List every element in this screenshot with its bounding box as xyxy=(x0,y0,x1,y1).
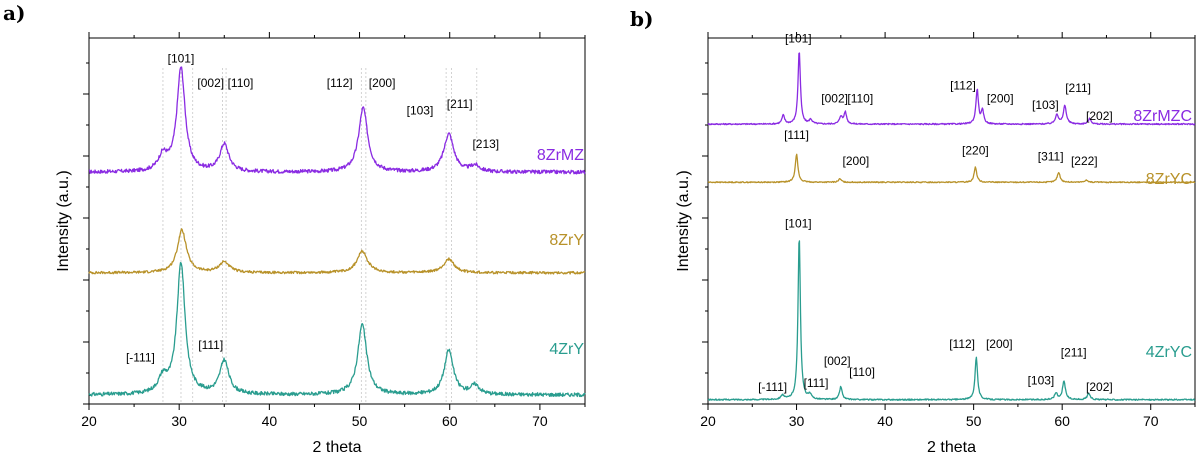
panel-b-chart: b) 20 30 40 50 60 70 2 theta Intensity (a.u.) 8Zr… xyxy=(630,7,1196,456)
series-line-4ZrY xyxy=(88,262,586,398)
x-tick-label: 30 xyxy=(789,413,805,429)
peak-label: [101] xyxy=(785,216,812,230)
peak-label: [103] xyxy=(1028,374,1055,388)
series-line-8ZrY xyxy=(88,228,586,275)
x-tick-label: 60 xyxy=(1054,413,1070,429)
x-tick-label: 40 xyxy=(877,413,893,429)
x-tick-label: 40 xyxy=(262,413,278,429)
peak-label: [103] xyxy=(407,103,434,117)
series-label-8ZrY: 8ZrY xyxy=(549,232,584,249)
peak-label: [311] xyxy=(1038,150,1064,164)
peak-label: [103] xyxy=(1032,98,1059,112)
x-axis-title: 2 theta xyxy=(927,439,976,456)
panel-label: a) xyxy=(3,1,25,25)
series-label-8ZrMZC: 8ZrMZC xyxy=(1133,108,1192,125)
peak-label: [112] xyxy=(950,79,976,93)
series-label-4ZrYC: 4ZrYC xyxy=(1146,344,1192,361)
x-axis-title: 2 theta xyxy=(313,439,362,456)
x-tick-label: 50 xyxy=(352,413,368,429)
peak-label: [101] xyxy=(785,31,812,45)
series-label-8ZrMZ: 8ZrMZ xyxy=(537,147,584,164)
peak-label: [002] xyxy=(821,92,848,106)
peak-label: [111] xyxy=(804,376,829,390)
peak-label: [213] xyxy=(472,137,499,151)
plot-frame xyxy=(707,37,1196,405)
y-axis-title: Intensity (a.u.) xyxy=(675,170,692,271)
peak-label: [211] xyxy=(1065,81,1091,95)
peak-label: [002] xyxy=(197,76,224,90)
panel-a-chart: a) 20 30 40 50 60 70 2 theta Intensity (a.u.) 8Zr… xyxy=(3,1,586,456)
peak-label: [111] xyxy=(198,338,223,352)
x-tick-label: 70 xyxy=(532,413,548,429)
peak-label: [101] xyxy=(168,51,195,65)
x-tick-label: 30 xyxy=(171,413,187,429)
series-line-8ZrMZC xyxy=(707,52,1196,126)
x-tick-label: 20 xyxy=(81,413,97,429)
x-tick-label: 50 xyxy=(966,413,982,429)
peak-label: [200] xyxy=(843,154,870,168)
peak-label: [110] xyxy=(849,365,875,379)
peak-label: [110] xyxy=(847,92,873,106)
series-line-8ZrMZ xyxy=(88,66,586,175)
peak-label: [222] xyxy=(1071,154,1098,168)
peak-label: [-111] xyxy=(126,350,155,364)
series-label-8ZrYC: 8ZrYC xyxy=(1146,171,1192,188)
peak-label: [202] xyxy=(1086,380,1113,394)
plot-frame xyxy=(88,37,586,405)
peak-label: [200] xyxy=(986,337,1013,351)
series-label-4ZrY: 4ZrY xyxy=(549,341,584,358)
peak-label: [111] xyxy=(784,128,809,142)
x-tick-label: 70 xyxy=(1143,413,1159,429)
x-tick-label: 20 xyxy=(700,413,716,429)
series-line-4ZrYC xyxy=(707,240,1196,401)
peak-label: [211] xyxy=(447,97,473,111)
panel-label: b) xyxy=(630,7,653,31)
series-line-8ZrYC xyxy=(707,153,1196,184)
peak-label: [112] xyxy=(949,337,975,351)
y-axis-title: Intensity (a.u.) xyxy=(55,170,72,271)
peak-label: [110] xyxy=(228,76,254,90)
peak-label: [220] xyxy=(962,143,989,157)
peak-label: [200] xyxy=(987,92,1014,106)
peak-label: [002] xyxy=(824,354,851,368)
x-tick-label: 60 xyxy=(442,413,458,429)
peak-label: [112] xyxy=(327,76,353,90)
peak-label: [211] xyxy=(1061,346,1087,360)
peak-label: [-111] xyxy=(758,380,787,394)
peak-label: [200] xyxy=(369,76,396,90)
peak-label: [202] xyxy=(1086,109,1113,123)
